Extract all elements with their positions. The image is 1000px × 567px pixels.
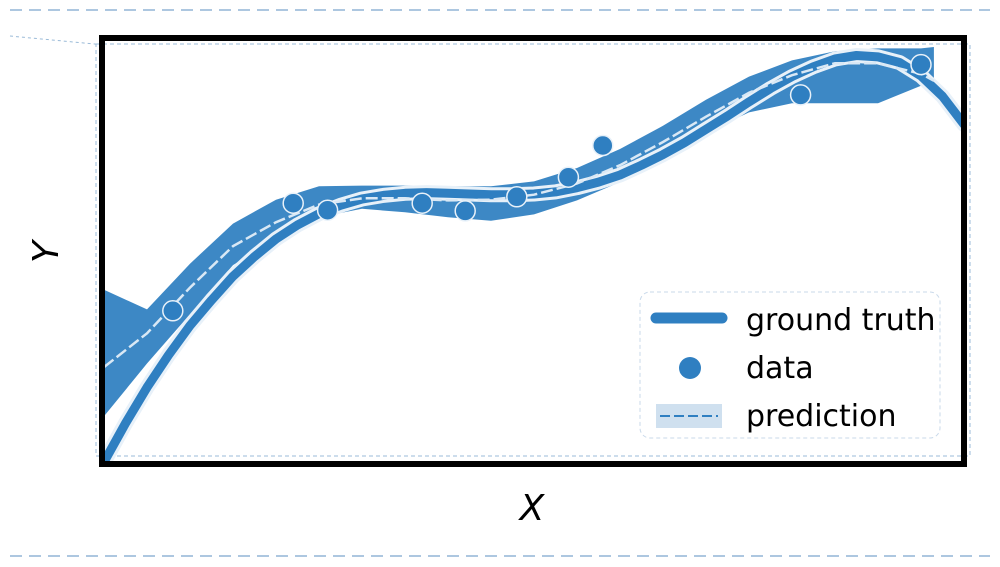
plot-frame bbox=[99, 35, 967, 467]
data-point bbox=[282, 192, 304, 214]
inner-dashed-frame bbox=[95, 43, 971, 457]
data-point bbox=[162, 300, 184, 322]
data-point bbox=[910, 53, 932, 76]
data-points bbox=[162, 53, 932, 322]
legend: ground truth data prediction bbox=[639, 291, 941, 439]
data-point bbox=[411, 192, 433, 214]
data-point bbox=[789, 84, 812, 106]
data-point bbox=[316, 199, 339, 221]
data-point bbox=[506, 186, 528, 208]
y-axis-label: Y bbox=[26, 238, 67, 263]
plot-area bbox=[104, 47, 964, 462]
x-axis-label: X bbox=[518, 488, 546, 529]
data-point bbox=[557, 166, 580, 188]
data-point bbox=[454, 200, 476, 222]
legend-box bbox=[639, 291, 941, 439]
legend-data-swatch bbox=[679, 357, 701, 379]
corner-dotted-line bbox=[9, 35, 106, 46]
legend-ground-truth-label: ground truth bbox=[746, 303, 936, 338]
data-point bbox=[592, 134, 614, 157]
prediction-band bbox=[104, 47, 934, 417]
prediction-mean-line bbox=[104, 61, 935, 369]
legend-prediction-label: prediction bbox=[746, 399, 897, 434]
legend-data-label: data bbox=[746, 351, 814, 386]
